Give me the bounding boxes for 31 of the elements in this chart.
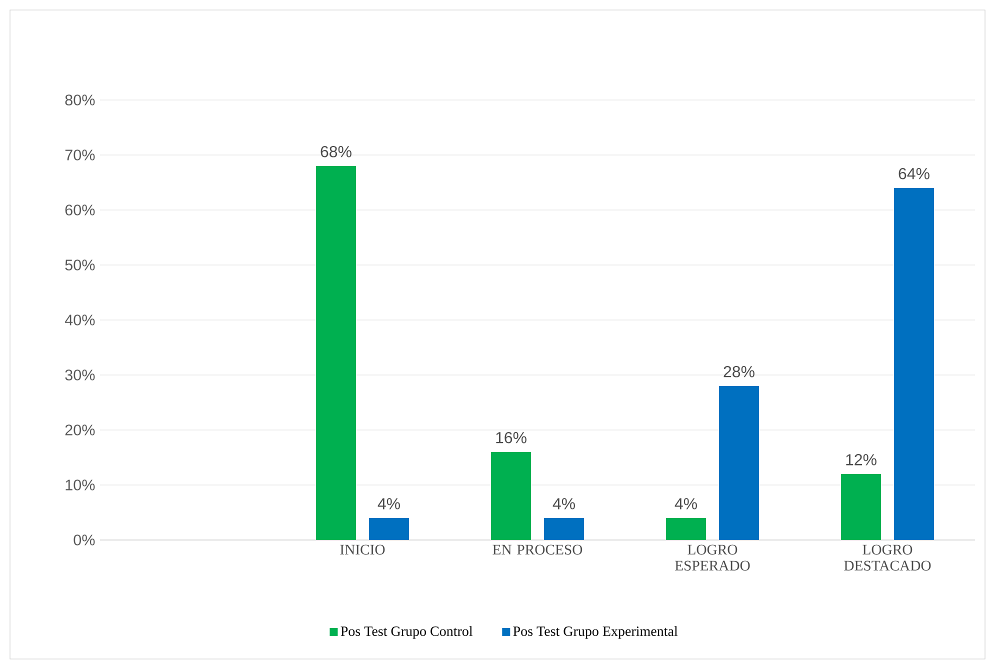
y-tick-label: 20%	[65, 424, 95, 436]
bar	[491, 452, 532, 540]
data-label: 4%	[552, 498, 575, 510]
data-label: 64%	[898, 168, 930, 180]
x-tick-label: INICIO	[340, 544, 385, 555]
bar	[841, 474, 882, 540]
x-tick-label: LOGRO DESTACADO	[844, 544, 931, 571]
y-tick-label: 70%	[65, 150, 95, 160]
y-tick-label: 60%	[65, 204, 95, 216]
legend-label: Pos Test Grupo Control	[340, 626, 473, 639]
x-tick-label: EN PROCESO	[492, 544, 582, 555]
y-tick-label: 0%	[74, 534, 95, 546]
bar	[369, 518, 410, 540]
data-label: 28%	[724, 366, 754, 378]
bar	[666, 518, 706, 540]
data-label: 4%	[674, 498, 697, 510]
data-label: 4%	[378, 498, 400, 510]
x-tick-label: LOGRO ESPERADO	[675, 544, 750, 571]
bar	[544, 518, 584, 540]
data-label: 16%	[496, 432, 526, 444]
y-tick-label: 80%	[65, 94, 95, 106]
y-tick-label: 10%	[66, 480, 95, 490]
data-label: 68%	[320, 146, 352, 158]
bar	[894, 188, 934, 540]
legend-label: Pos Test Grupo Experimental	[513, 626, 678, 639]
y-tick-label: 40%	[64, 314, 95, 326]
y-tick-label: 50%	[65, 260, 95, 270]
bar	[719, 386, 760, 540]
y-tick-label: 30%	[65, 370, 95, 380]
bar	[316, 166, 356, 540]
data-label: 12%	[846, 454, 876, 466]
